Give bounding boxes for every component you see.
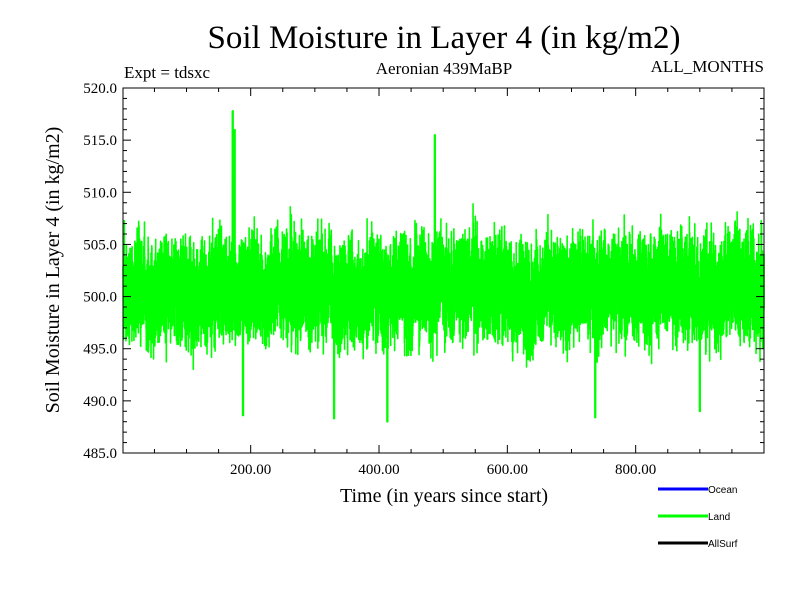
series-line-land [122,110,765,423]
x-tick-label: 600.00 [487,462,528,478]
y-tick-label: 500.0 [83,290,117,306]
y-tick-label: 490.0 [83,394,117,410]
legend: Ocean Land AllSurf [658,485,738,550]
legend-label-land: Land [708,512,730,523]
x-tick-label: 200.00 [230,462,271,478]
series-layer [122,110,765,423]
ticks-layer: 485.0 490.0 495.0 500.0 505.0 510.0 515.0 520.0… [83,81,764,478]
period-label: ALL_MONTHS [651,57,764,76]
legend-label-ocean: Ocean [708,485,737,496]
experiment-label: Expt = tdsxc [124,63,211,82]
y-axis-label: Soil Moisture in Layer 4 (in kg/m2) [42,127,64,414]
y-tick-label: 520.0 [83,81,117,97]
legend-label-allsurf: AllSurf [708,539,738,550]
chart-subtitle: Aeronian 439MaBP [376,59,512,78]
y-tick-label: 505.0 [83,237,117,253]
y-tick-label: 495.0 [83,342,117,358]
y-tick-label: 485.0 [83,446,117,462]
y-tick-label: 510.0 [83,185,117,201]
x-tick-label: 800.00 [615,462,656,478]
y-tick-label: 515.0 [83,133,117,149]
chart-title: Soil Moisture in Layer 4 (in kg/m2) [208,20,681,56]
x-axis-label: Time (in years since start) [340,485,548,507]
x-tick-label: 400.00 [358,462,399,478]
